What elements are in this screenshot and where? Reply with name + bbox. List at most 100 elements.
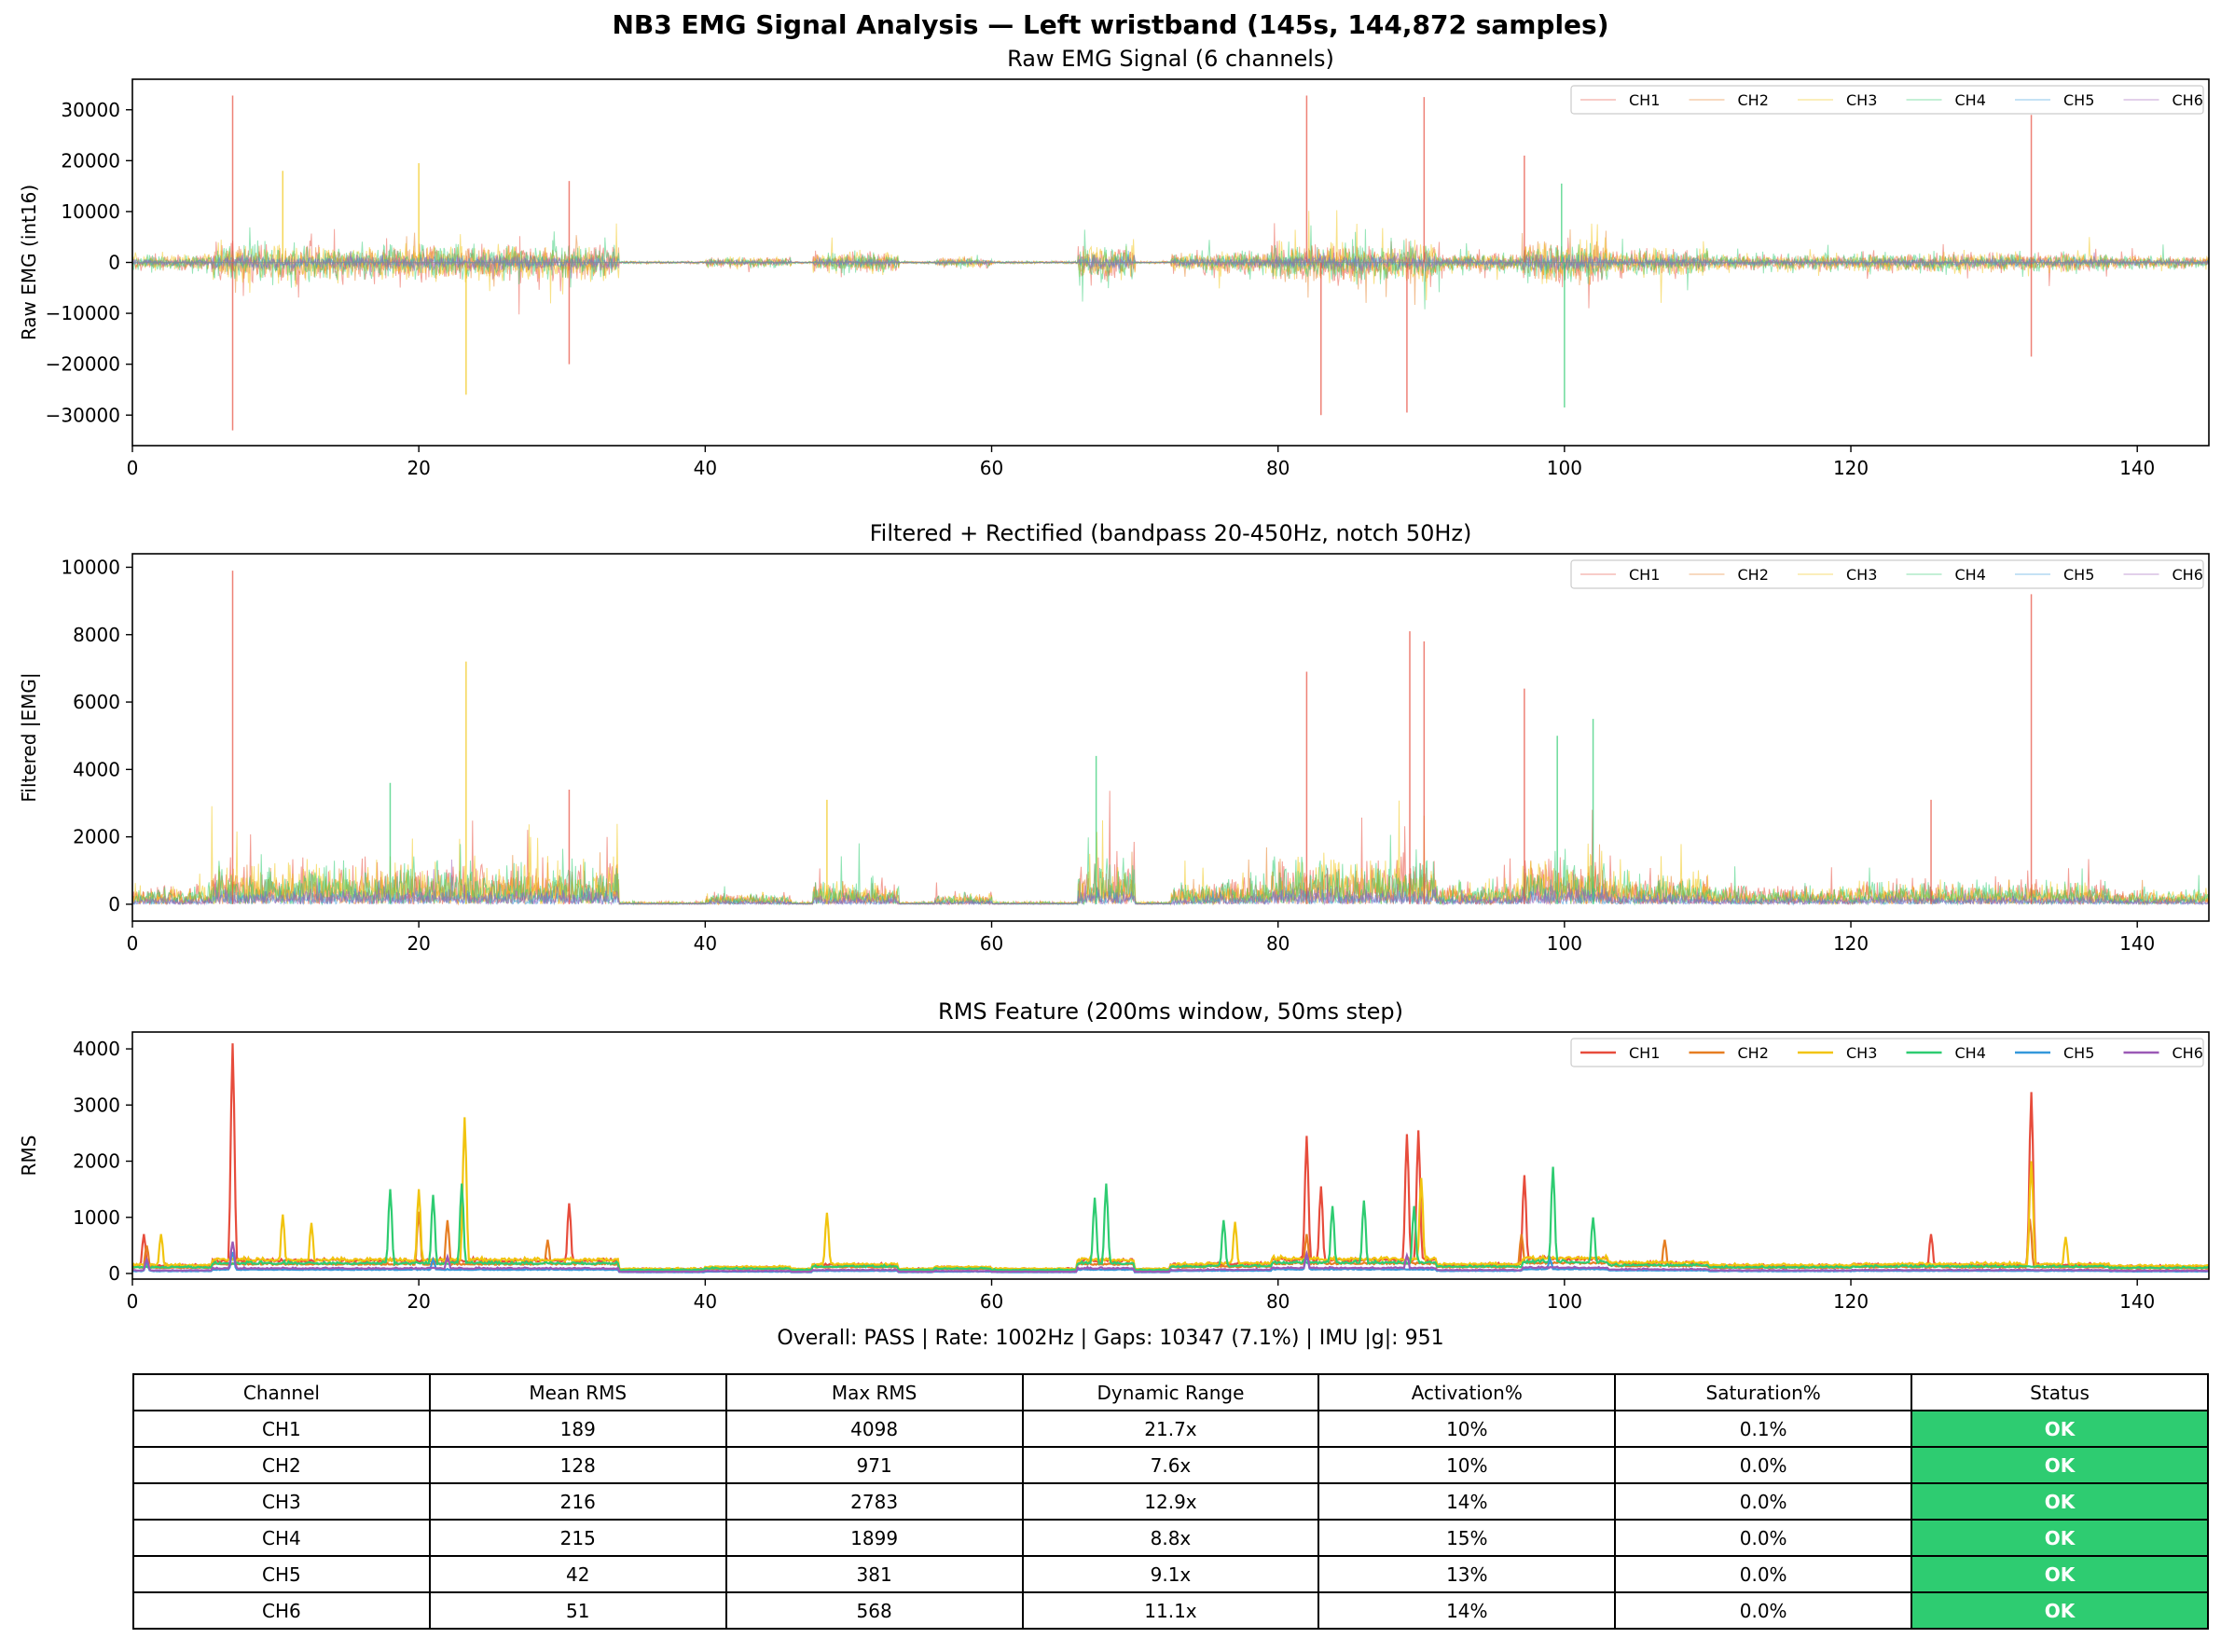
x-tick-label: 40 xyxy=(694,457,717,479)
table-cell: 7.6x xyxy=(1021,1446,1320,1484)
column-header: Channel xyxy=(132,1373,431,1411)
x-tick-label: 80 xyxy=(1266,932,1290,955)
y-axis-label: RMS xyxy=(18,1136,40,1177)
legend-label-ch2: CH2 xyxy=(1738,1044,1769,1062)
series-ch2 xyxy=(132,1211,2209,1273)
table-cell: 971 xyxy=(724,1446,1024,1484)
table-cell: 14% xyxy=(1317,1591,1617,1630)
table-cell: 10% xyxy=(1317,1446,1617,1484)
y-tick-label: −20000 xyxy=(46,353,120,376)
x-tick-label: 60 xyxy=(980,457,1003,479)
series-ch3 xyxy=(132,1117,2209,1271)
table-cell: 9.1x xyxy=(1021,1555,1320,1593)
y-tick-label: 4000 xyxy=(73,1038,120,1060)
y-tick-label: 2000 xyxy=(73,826,120,848)
chart-title: RMS Feature (200ms window, 50ms step) xyxy=(938,998,1403,1025)
legend-label-ch4: CH4 xyxy=(1955,91,1986,109)
figure-title: NB3 EMG Signal Analysis — Left wristband… xyxy=(612,9,1608,40)
status-badge: OK xyxy=(1911,1519,2209,1557)
series-ch4 xyxy=(132,1166,2209,1272)
y-tick-label: 30000 xyxy=(61,99,120,121)
x-tick-label: 140 xyxy=(2119,457,2155,479)
y-tick-label: 0 xyxy=(108,1262,120,1285)
status-badge: OK xyxy=(1911,1555,2209,1593)
plot-area xyxy=(132,95,2209,431)
chart-panels: Raw EMG Signal (6 channels) Raw EMG (int1… xyxy=(18,46,2210,1313)
table-cell: 568 xyxy=(724,1591,1024,1630)
y-axis-label: Raw EMG (int16) xyxy=(18,185,40,340)
table-row: CH3 216 2783 12.9x 14% 0.0% OK xyxy=(132,1482,2209,1521)
y-tick-label: 0 xyxy=(108,252,120,274)
legend-label-ch6: CH6 xyxy=(2173,91,2203,109)
table-cell: 0.0% xyxy=(1614,1519,1913,1557)
table-cell: 128 xyxy=(428,1446,727,1484)
column-header: Status xyxy=(1911,1373,2209,1411)
x-tick-label: 80 xyxy=(1266,457,1290,479)
x-tick-label: 140 xyxy=(2119,932,2155,955)
summary-line: Overall: PASS | Rate: 1002Hz | Gaps: 103… xyxy=(777,1327,1443,1350)
y-tick-label: 4000 xyxy=(73,758,120,780)
table-cell: CH6 xyxy=(132,1591,431,1630)
table-cell: 21.7x xyxy=(1021,1410,1320,1448)
table-cell: 0.0% xyxy=(1614,1482,1913,1521)
table-cell: 215 xyxy=(428,1519,727,1557)
legend-label-ch6: CH6 xyxy=(2173,566,2203,584)
x-tick-label: 100 xyxy=(1547,457,1582,479)
table-cell: CH1 xyxy=(132,1410,431,1448)
plot-area xyxy=(132,1043,2209,1273)
table-cell: 0.0% xyxy=(1614,1591,1913,1630)
legend-label-ch6: CH6 xyxy=(2173,1044,2203,1062)
legend-label-ch1: CH1 xyxy=(1629,566,1660,584)
table-cell: 8.8x xyxy=(1021,1519,1320,1557)
plot-area xyxy=(132,571,2209,906)
table-cell: CH3 xyxy=(132,1482,431,1521)
legend-label-ch4: CH4 xyxy=(1955,1044,1986,1062)
y-tick-label: 20000 xyxy=(61,149,120,172)
table-cell: 4098 xyxy=(724,1410,1024,1448)
x-tick-label: 20 xyxy=(407,932,430,955)
table-cell: 14% xyxy=(1317,1482,1617,1521)
table-cell: 0.0% xyxy=(1614,1446,1913,1484)
table-cell: 189 xyxy=(428,1410,727,1448)
legend-label-ch5: CH5 xyxy=(2063,566,2094,584)
x-tick-label: 120 xyxy=(1833,457,1869,479)
table-cell: 12.9x xyxy=(1021,1482,1320,1521)
table-cell: 381 xyxy=(724,1555,1024,1593)
y-tick-label: 3000 xyxy=(73,1094,120,1116)
legend: CH1 CH2 CH3 CH4 CH5 CH6 xyxy=(1570,1038,2204,1067)
column-header: Saturation% xyxy=(1614,1373,1913,1411)
y-tick-label: 6000 xyxy=(73,691,120,713)
x-tick-label: 20 xyxy=(407,457,430,479)
series-ch6 xyxy=(132,1241,2209,1273)
chart-title: Filtered + Rectified (bandpass 20-450Hz,… xyxy=(870,520,1472,546)
status-badge: OK xyxy=(1911,1446,2209,1484)
legend: CH1 CH2 CH3 CH4 CH5 CH6 xyxy=(1570,559,2204,589)
y-axis-label: Filtered |EMG| xyxy=(18,672,40,802)
table-row: CH1 189 4098 21.7x 10% 0.1% OK xyxy=(132,1410,2209,1448)
table-cell: 216 xyxy=(428,1482,727,1521)
table-cell: CH4 xyxy=(132,1519,431,1557)
y-tick-label: 1000 xyxy=(73,1206,120,1229)
x-tick-label: 80 xyxy=(1266,1290,1290,1313)
x-tick-label: 100 xyxy=(1547,1290,1582,1313)
table-header-row: Channel Mean RMS Max RMS Dynamic Range Activ… xyxy=(132,1373,2209,1411)
table-cell: 2783 xyxy=(724,1482,1024,1521)
table-cell: 13% xyxy=(1317,1555,1617,1593)
legend-label-ch3: CH3 xyxy=(1846,91,1877,109)
table-cell: 1899 xyxy=(724,1519,1024,1557)
x-tick-label: 0 xyxy=(127,457,139,479)
x-tick-label: 20 xyxy=(407,1290,430,1313)
status-badge: OK xyxy=(1911,1482,2209,1521)
legend-label-ch3: CH3 xyxy=(1846,566,1877,584)
table-cell: CH2 xyxy=(132,1446,431,1484)
x-tick-label: 40 xyxy=(694,932,717,955)
column-header: Max RMS xyxy=(724,1373,1024,1411)
table-cell: 11.1x xyxy=(1021,1591,1320,1630)
y-tick-label: −10000 xyxy=(46,302,120,324)
x-tick-label: 100 xyxy=(1547,932,1582,955)
legend: CH1 CH2 CH3 CH4 CH5 CH6 xyxy=(1570,85,2204,115)
column-header: Dynamic Range xyxy=(1021,1373,1320,1411)
legend-label-ch1: CH1 xyxy=(1629,1044,1660,1062)
y-tick-label: 10000 xyxy=(61,200,120,223)
